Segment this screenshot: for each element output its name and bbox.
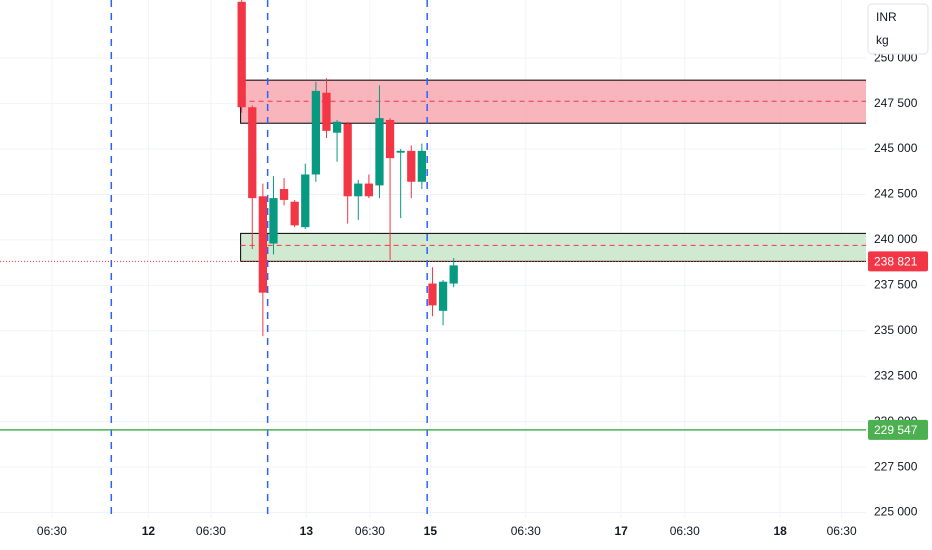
y-tick-label: 247 500 — [874, 96, 918, 110]
last-price-label-bg — [868, 251, 928, 272]
candle-body — [343, 123, 352, 197]
x-tick-label: 15 — [424, 524, 438, 538]
y-tick-label: 240 000 — [874, 232, 918, 246]
x-tick-label: 06:30 — [37, 524, 67, 538]
candle-body — [385, 119, 395, 159]
candle-body — [301, 174, 310, 228]
candle-body — [311, 90, 321, 175]
currency-box — [867, 3, 929, 55]
candle-body — [237, 1, 246, 108]
candle-body — [354, 183, 363, 197]
level-label-bg — [868, 419, 928, 440]
candle-body — [396, 150, 405, 153]
candle-body — [322, 92, 331, 131]
price-axis-bg — [866, 0, 932, 550]
unit: kg — [876, 33, 889, 47]
candle-body — [449, 265, 458, 284]
y-tick-label: 232 500 — [874, 368, 918, 382]
y-tick-label: 245 000 — [874, 141, 918, 155]
candle-body — [428, 283, 437, 306]
zone — [240, 79, 866, 124]
y-tick-label: 227 500 — [874, 459, 918, 473]
candle-body — [375, 118, 384, 186]
x-tick-label: 12 — [142, 524, 156, 538]
y-tick-label: 237 500 — [874, 278, 918, 292]
candle-body — [269, 198, 278, 244]
y-tick-label: 225 000 — [874, 505, 918, 519]
x-tick-label: 06:30 — [511, 524, 541, 538]
x-tick-label: 06:30 — [827, 524, 857, 538]
candle-body — [332, 121, 342, 133]
last-price-label: 238 821 — [874, 255, 918, 269]
x-tick-label: 06:30 — [355, 524, 385, 538]
candle-body — [279, 189, 289, 200]
plot — [0, 0, 866, 518]
level-label: 229 547 — [874, 423, 918, 437]
y-tick-label: 235 000 — [874, 323, 918, 337]
x-tick-label: 18 — [773, 524, 787, 538]
candle-body — [248, 107, 257, 199]
candle-body — [407, 150, 416, 182]
x-tick-label: 06:30 — [670, 524, 700, 538]
x-tick-label: 17 — [614, 524, 628, 538]
zone — [240, 232, 866, 262]
currency: INR — [876, 10, 897, 24]
candle-body — [438, 281, 448, 311]
x-tick-label: 06:30 — [196, 524, 226, 538]
candle-body — [417, 150, 427, 182]
candle-body — [258, 196, 268, 293]
candle-body — [364, 183, 374, 197]
candle-body — [290, 201, 299, 226]
y-tick-label: 242 500 — [874, 187, 918, 201]
x-tick-label: 13 — [300, 524, 314, 538]
